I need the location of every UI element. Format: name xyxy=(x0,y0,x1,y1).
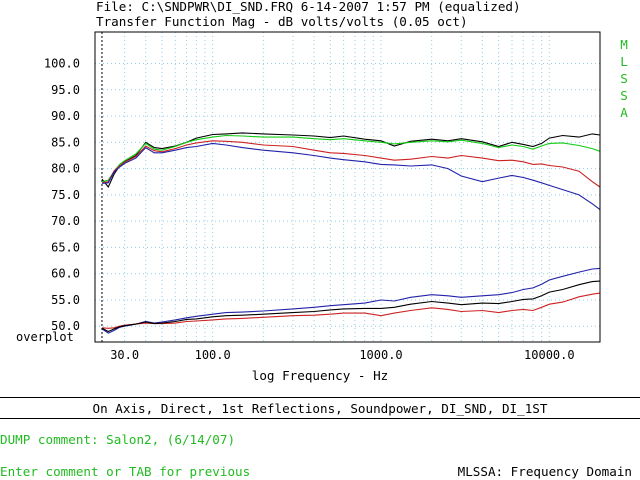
series-line-green-1 xyxy=(101,134,601,183)
dump-comment: DUMP comment: Salon2, (6/14/07) xyxy=(0,432,236,447)
y-tick-label: 50.0 xyxy=(51,319,80,333)
x-tick-label: 1000.0 xyxy=(359,348,402,362)
x-axis-label: log Frequency - Hz xyxy=(251,368,389,383)
x-tick-label: 100.0 xyxy=(195,348,231,362)
series-line-red-5 xyxy=(101,292,601,329)
y-tick-label: 90.0 xyxy=(51,109,80,123)
divider xyxy=(0,418,640,419)
y-tick-labels: 100.0 95.0 90.0 85.0 80.0 75.0 70.0 65.0 60.0 55.… xyxy=(44,57,80,334)
side-letter: S xyxy=(620,71,628,86)
y-tick-label: 65.0 xyxy=(51,240,80,254)
y-tick-label: 55.0 xyxy=(51,293,80,307)
file-title: File: C:\SNDPWR\DI_SND.FRQ 6-14-2007 1:5… xyxy=(96,0,521,14)
y-tick-label: 75.0 xyxy=(51,188,80,202)
side-letter: A xyxy=(620,105,628,120)
series-line-blue-3 xyxy=(101,142,601,211)
measurement-title: Transfer Function Mag - dB volts/volts (… xyxy=(96,14,468,29)
legend-description: On Axis, Direct, 1st Reflections, Soundp… xyxy=(92,401,548,416)
y-tick-label: 95.0 xyxy=(51,83,80,97)
y-tick-label: 80.0 xyxy=(51,162,80,176)
side-letter: M xyxy=(620,37,628,52)
series-line-red-2 xyxy=(101,140,601,188)
y-tick-label: 70.0 xyxy=(51,214,80,228)
series-line-black-6 xyxy=(101,280,601,333)
comment-prompt[interactable]: Enter comment or TAB for previous xyxy=(0,464,251,479)
y-tick-label: 85.0 xyxy=(51,135,80,149)
grid xyxy=(95,32,600,342)
series-line-black-0 xyxy=(101,132,601,189)
mode-status: MLSSA: Frequency Domain xyxy=(457,464,632,479)
y-tick-label: 100.0 xyxy=(44,57,80,71)
side-letter: L xyxy=(620,54,628,69)
frequency-response-chart: 100.0 95.0 90.0 85.0 80.0 75.0 70.0 65.0 60.0 55.… xyxy=(16,31,601,362)
side-letter: S xyxy=(620,88,628,103)
divider xyxy=(0,397,640,398)
series-group xyxy=(101,132,601,334)
x-tick-label: 30.0 xyxy=(110,348,139,362)
mlssa-side-label: M L S S A xyxy=(617,36,631,121)
x-tick-label: 10000.0 xyxy=(524,348,575,362)
overplot-label: overplot xyxy=(16,330,74,344)
plot-frame xyxy=(94,31,601,343)
y-tick-label: 60.0 xyxy=(51,267,80,281)
x-tick-labels: 30.0 100.0 1000.0 10000.0 xyxy=(110,348,574,362)
